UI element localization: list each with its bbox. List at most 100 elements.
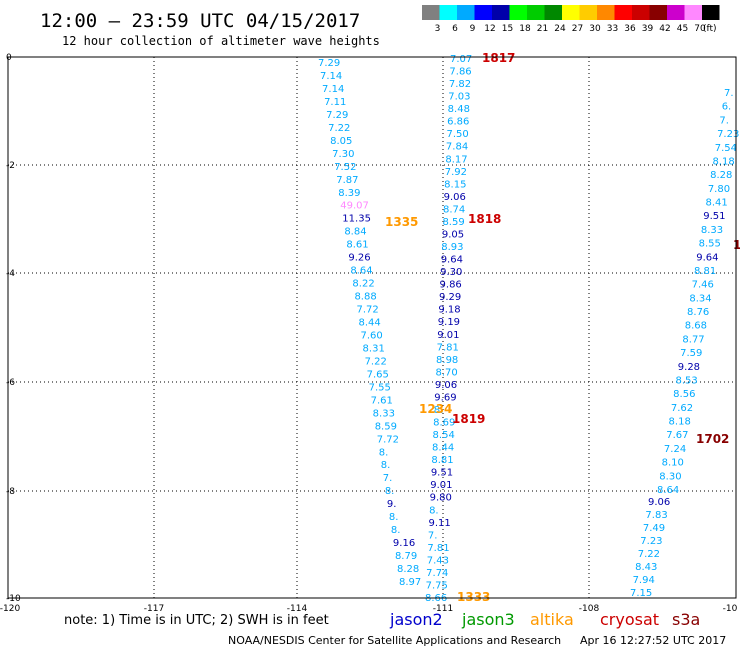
wave-height-value: 9.29 [439, 292, 461, 303]
lat-tick-label: -4 [6, 269, 15, 279]
satellite-cryosat: cryosat [600, 610, 659, 629]
wave-height-value: 9.64 [696, 252, 718, 263]
wave-height-value: 7.84 [446, 142, 468, 153]
legend-swatch [667, 5, 685, 20]
wave-height-value: 9.28 [678, 362, 700, 373]
pass-time-label: 1819 [452, 412, 485, 426]
pass-time-label: 1702 [696, 432, 729, 446]
legend-swatch [474, 5, 492, 20]
wave-height-value: 7.23 [717, 129, 739, 140]
wave-height-value: 7.59 [680, 348, 702, 359]
legend-label: 39 [642, 24, 654, 34]
legend-label: 45 [677, 24, 688, 34]
wave-height-value: 8.64 [350, 266, 372, 277]
lon-tick-label: -120 [0, 604, 20, 614]
map-grid [8, 57, 736, 598]
wave-height-value: 8.34 [689, 293, 711, 304]
lon-tick-label: -114 [287, 604, 308, 614]
wave-height-value: 9.18 [438, 305, 460, 316]
legend-swatch [422, 5, 440, 20]
legend-label: 9 [470, 24, 476, 34]
wave-height-value: 8. [391, 525, 401, 536]
wave-height-value: 9.19 [438, 317, 460, 328]
legend-swatch [527, 5, 545, 20]
wave-height-value: 7.29 [326, 110, 348, 121]
wave-height-value: 9.51 [431, 468, 453, 479]
wave-height-value: 8.22 [352, 279, 374, 290]
wave-height-value: 7.55 [369, 382, 391, 393]
color-legend: 3 6 9 12 15 18 21 24 27 30 33 36 39 42 45 70(ft) [422, 5, 720, 34]
lat-tick-label: -6 [6, 378, 15, 388]
wave-height-value: 7.52 [334, 162, 356, 173]
legend-swatch [562, 5, 580, 20]
page-title: 12:00 — 23:59 UTC 04/15/2017 [40, 10, 360, 32]
legend-label: 36 [624, 24, 636, 34]
wave-height-value: 8.59 [442, 217, 464, 228]
wave-height-value: 7.72 [356, 305, 378, 316]
legend-swatch [684, 5, 702, 20]
lon-tick-label: -111 [433, 604, 453, 614]
wave-height-value: 9. [387, 499, 397, 510]
wave-height-value: 7.46 [692, 280, 714, 291]
lon-tick-label: -108 [579, 604, 600, 614]
legend-label: 42 [659, 24, 670, 34]
wave-height-value: 8.79 [395, 551, 417, 562]
wave-height-value: 7.80 [708, 184, 730, 195]
wave-height-value: 7.22 [638, 549, 660, 560]
legend-label: 15 [502, 24, 513, 34]
wave-height-value: 7.75 [426, 580, 448, 591]
legend-label: 12 [484, 24, 495, 34]
wave-height-value: 8. [429, 505, 439, 516]
legend-swatch [614, 5, 632, 20]
wave-height-value: 8.88 [354, 292, 376, 303]
satellite-jason2: jason2 [389, 610, 443, 629]
wave-height-value: 7.15 [630, 588, 652, 599]
wave-height-value: 7.81 [437, 342, 459, 353]
wave-height-value: 7.11 [324, 97, 346, 108]
wave-height-value: 8.55 [699, 239, 721, 250]
pass-time-label: 1817 [482, 51, 515, 65]
wave-height-value: 8.68 [685, 321, 707, 332]
wave-height-value: 7.60 [361, 330, 383, 341]
satellite-key: jason2 jason3 altika cryosat s3a [389, 610, 700, 629]
wave-height-value: 8.56 [673, 389, 695, 400]
wave-height-value: 9.80 [430, 493, 452, 504]
wave-height-value: 9.06 [648, 497, 670, 508]
legend-label: 30 [589, 24, 601, 34]
wave-height-value: 8.54 [433, 430, 455, 441]
wave-height-value: 7.24 [664, 444, 686, 455]
legend-swatch [492, 5, 510, 20]
wave-height-value: 8.69 [433, 418, 455, 429]
latitude-axis: 0 -2 -4 -6 -8 -10 [6, 53, 21, 604]
legend-label: 6 [452, 24, 458, 34]
pass-time-label: 1333 [457, 590, 490, 604]
wave-height-value: 8.43 [635, 562, 657, 573]
satellite-jason3: jason3 [461, 610, 515, 629]
lat-tick-label: -2 [6, 161, 15, 171]
wave-height-value: 7.87 [336, 175, 358, 186]
wave-height-value: 8.15 [444, 179, 466, 190]
wave-height-tracks: 7.29 7.14 7.14 7.11 7.29 7.22 8.05 7.30 7.52 7.87… [318, 54, 739, 604]
lat-tick-label: 0 [6, 53, 12, 63]
legend-swatch [544, 5, 562, 20]
pass-time-label: 1234 [419, 402, 452, 416]
lon-tick-label: -10 [723, 604, 738, 614]
wave-height-value: 8.61 [346, 240, 368, 251]
wave-height-value: 8.70 [435, 367, 457, 378]
wave-height-value: 7.14 [320, 71, 342, 82]
wave-height-value: 7.81 [427, 543, 449, 554]
wave-height-value: 7. [719, 115, 729, 126]
wave-height-value: 8.18 [669, 417, 691, 428]
wave-height-value: 6. [722, 102, 732, 113]
wave-height-value: 8. [385, 486, 395, 497]
wave-height-value: 7.49 [643, 523, 665, 534]
wave-height-value: 9.51 [703, 211, 725, 222]
wave-height-value: 8.39 [338, 188, 360, 199]
note-text: note: 1) Time is in UTC; 2) SWH is in fe… [64, 613, 329, 628]
page-subtitle: 12 hour collection of altimeter wave hei… [62, 34, 380, 48]
legend-label: 27 [572, 24, 583, 34]
wave-height-value: 49.07 [340, 201, 369, 212]
wave-height-value: 8.59 [375, 421, 397, 432]
